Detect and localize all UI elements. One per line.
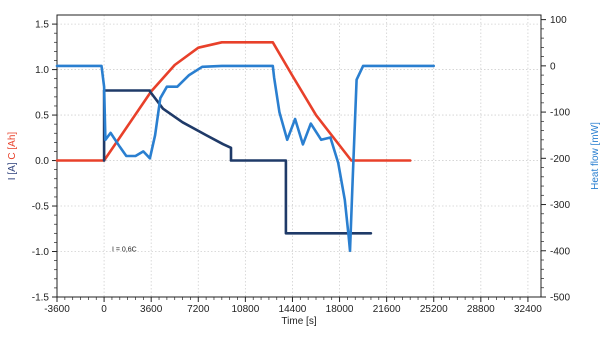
- x-tick-label: -3600: [44, 304, 70, 315]
- y-right-axis-title: Heat flow [mW]: [590, 122, 601, 190]
- x-axis-title: Time [s]: [281, 316, 316, 327]
- y-right-tick-label: -300: [550, 200, 570, 211]
- y-left-axis-title: I [A] C [Ah]: [7, 132, 18, 181]
- y-left-tick-label: 1.0: [35, 65, 49, 76]
- y-right-tick-label: -200: [550, 154, 570, 165]
- x-tick-label: 18000: [326, 304, 354, 315]
- x-tick-label: 10800: [231, 304, 259, 315]
- y-left-title-part: I [A]: [7, 162, 18, 180]
- x-tick-label: 3600: [140, 304, 163, 315]
- x-tick-label: 25200: [420, 304, 448, 315]
- x-tick-label: 0: [101, 304, 107, 315]
- current-annotation: I = 0,6C: [112, 247, 137, 254]
- x-tick-label: 28800: [467, 304, 495, 315]
- y-right-title-part: Heat flow: [590, 145, 601, 189]
- y-left-tick-label: 1.5: [35, 20, 49, 31]
- y-left-tick-label: 0.5: [35, 111, 49, 122]
- y-right-tick-label: -100: [550, 108, 570, 119]
- plot-area: [56, 14, 542, 298]
- y-right-tick-label: -500: [550, 293, 570, 304]
- y-right-tick-label: -400: [550, 246, 570, 257]
- series-line-2: [102, 89, 373, 235]
- ticks: -3600 0 3600 7200 10800 14400 18000 21600 25200 2…: [32, 15, 571, 315]
- y-left-tick-label: -1.5: [32, 293, 50, 304]
- y-left-tick-label: 0.0: [35, 156, 49, 167]
- series-line-1: [55, 40, 412, 162]
- y-right-title-part: [mW]: [590, 122, 601, 146]
- y-right-tick-label: 0: [550, 61, 556, 72]
- series-line-3: [55, 64, 436, 253]
- y-right-tick-label: 100: [550, 15, 567, 26]
- x-tick-label: 14400: [279, 304, 307, 315]
- y-left-tick-label: -0.5: [32, 202, 50, 213]
- x-tick-label: 7200: [187, 304, 210, 315]
- x-tick-label: 32400: [514, 304, 542, 315]
- y-left-tick-label: -1.0: [32, 247, 50, 258]
- y-left-title-part: C [Ah]: [7, 132, 18, 160]
- grid: [56, 15, 541, 298]
- x-tick-label: 21600: [373, 304, 401, 315]
- series: [55, 40, 436, 253]
